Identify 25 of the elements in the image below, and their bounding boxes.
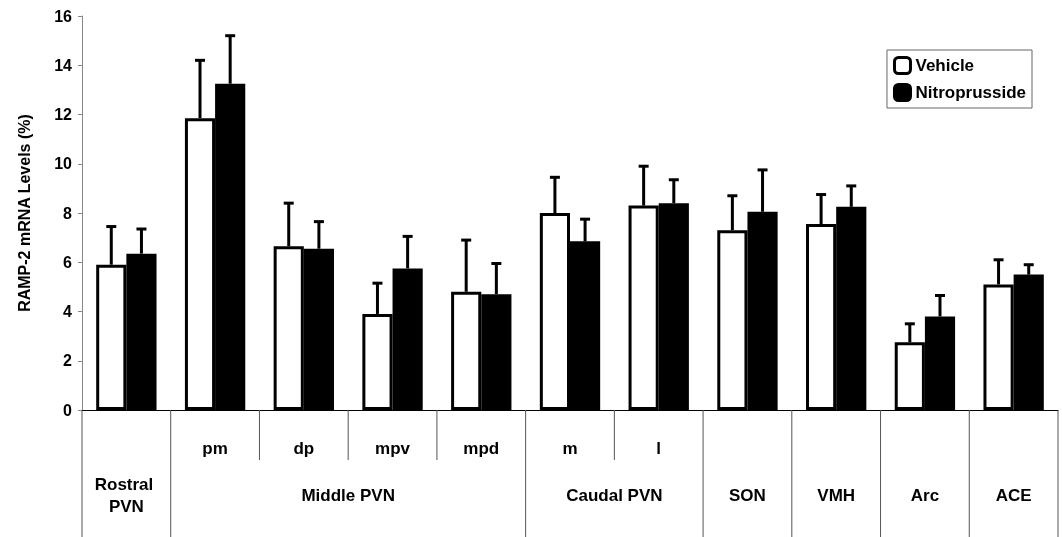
x-tick-label: Rostral PVN	[94, 474, 159, 516]
x-tick-label: l	[656, 438, 662, 458]
y-tick-label: 10	[54, 155, 73, 173]
y-tick-label: 14	[54, 56, 73, 74]
text: Middle PVN	[301, 485, 395, 505]
y-tick-label: 16	[54, 7, 73, 25]
y-tick-label: 6	[63, 253, 73, 271]
x-tick-label: ACE	[995, 485, 1032, 505]
y-axis-title: RAMP-2 mRNA Levels (%)	[15, 114, 33, 312]
legend-label: Nitroprusside	[915, 83, 1027, 102]
y-tick-label: 2	[63, 352, 73, 370]
y-tick-label: 12	[54, 106, 73, 123]
x-tick-label: m	[562, 438, 578, 458]
x-tick-label: SON	[729, 485, 766, 505]
x-tick-label: VMH	[817, 485, 856, 505]
text: Caudal PVN	[566, 485, 663, 505]
x-tick-label: Arc	[910, 485, 940, 505]
x-tick-label: mpv	[375, 438, 411, 458]
legend-label: Vehicle	[915, 56, 975, 75]
x-tick-label: pm	[202, 438, 228, 458]
y-tick-label: 0	[63, 401, 73, 419]
x-tick-label: dp	[293, 438, 315, 458]
x-tick-label: mpd	[463, 438, 500, 458]
y-tick-label: 4	[63, 303, 73, 320]
y-tick-label: 8	[63, 204, 73, 222]
